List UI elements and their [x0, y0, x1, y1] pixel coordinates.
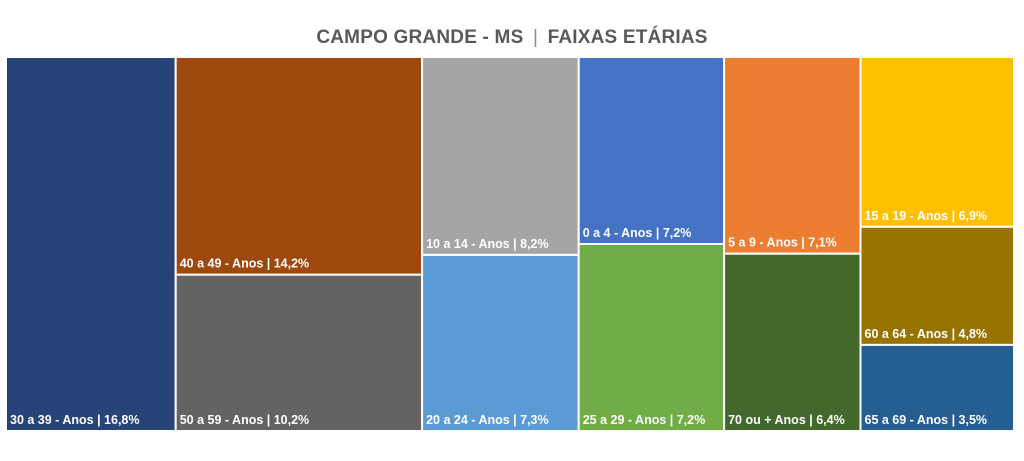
treemap-tile-label: 65 a 69 - Anos | 3,5% [865, 413, 988, 427]
treemap-tile [421, 56, 580, 256]
treemap-tile [174, 56, 424, 276]
treemap-tile [723, 56, 862, 255]
treemap-tile-label: 15 a 19 - Anos | 6,9% [865, 209, 988, 223]
treemap-tile-label: 5 a 9 - Anos | 7,1% [728, 236, 837, 250]
treemap-tile [174, 273, 424, 433]
treemap-tile-label: 10 a 14 - Anos | 8,2% [426, 237, 549, 251]
treemap-tile-label: 20 a 24 - Anos | 7,3% [426, 413, 549, 427]
chart-title: CAMPO GRANDE - MS | FAIXAS ETÁRIAS [0, 27, 1024, 49]
treemap-tile-label: 60 a 64 - Anos | 4,8% [865, 327, 988, 341]
treemap-tile [5, 56, 177, 432]
treemap-tile-label: 25 a 29 - Anos | 7,2% [583, 413, 706, 427]
treemap-tile [421, 253, 580, 432]
treemap-tile [859, 56, 1015, 228]
treemap-tile-label: 70 ou + Anos | 6,4% [728, 413, 845, 427]
treemap-tile [577, 56, 726, 245]
chart-title-main: CAMPO GRANDE - MS [316, 27, 524, 48]
treemap-tile [859, 343, 1015, 432]
treemap-tile [859, 225, 1015, 346]
treemap-tile [723, 252, 862, 432]
treemap-tile-label: 40 a 49 - Anos | 14,2% [180, 257, 310, 271]
treemap-tile-label: 50 a 59 - Anos | 10,2% [180, 413, 310, 427]
chart-subtitle: FAIXAS ETÁRIAS [547, 27, 708, 48]
chart-title-separator: | [532, 27, 539, 48]
treemap-tile-label: 0 a 4 - Anos | 7,2% [583, 226, 692, 240]
treemap-tile-label: 30 a 39 - Anos | 16,8% [10, 413, 140, 427]
treemap-tile [577, 243, 726, 432]
